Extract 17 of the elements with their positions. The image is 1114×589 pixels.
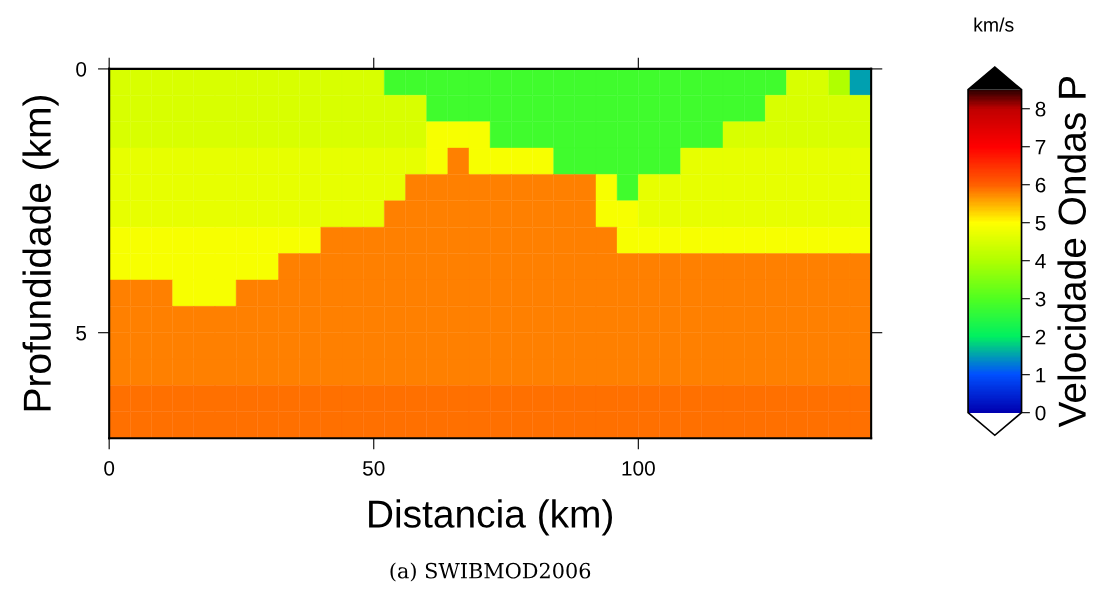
color-bar-label: 6 <box>1035 177 1046 193</box>
color-bar-label: 5 <box>1035 215 1046 231</box>
color-bar-title: Velocidade Ondas P <box>1057 77 1086 428</box>
color-bar-label: 0 <box>1035 405 1046 421</box>
color-bar-label: 4 <box>1035 253 1046 269</box>
x-tick-label: 50 <box>363 460 385 476</box>
y-axis-title: Profundidade (km) <box>22 96 59 411</box>
color-bar-label: 7 <box>1035 139 1046 155</box>
color-bar-label: 1 <box>1036 367 1046 383</box>
color-bar-label: 2 <box>1035 329 1046 345</box>
color-bar-label: 8 <box>1035 101 1046 117</box>
text: (a) SWIBMOD2006 <box>390 562 591 582</box>
text: km/s <box>974 17 1014 32</box>
x-tick-label: 0 <box>104 460 115 476</box>
x-tick-label: 100 <box>622 460 655 476</box>
x-axis-title: Distancia (km) <box>369 499 612 536</box>
color-bar-label: 3 <box>1035 291 1046 307</box>
